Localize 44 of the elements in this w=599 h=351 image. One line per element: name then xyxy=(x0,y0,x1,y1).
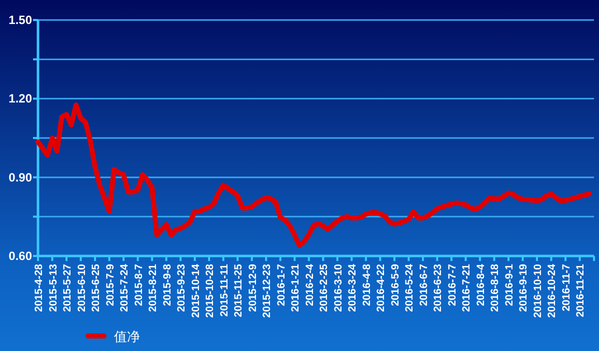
x-tick-label: 2016-6-7 xyxy=(418,264,430,306)
x-tick-label: 2016-11-21 xyxy=(574,264,587,318)
x-tick-label: 2016-8-18 xyxy=(489,264,502,312)
x-tick-label: 2015-10-14 xyxy=(190,264,202,318)
x-tick-label: 2015-8-7 xyxy=(132,264,145,306)
x-tick-label: 2016-1-21 xyxy=(290,264,302,312)
x-tick-label: 2016-5-9 xyxy=(389,264,402,306)
legend-label: 值净 xyxy=(114,330,140,345)
x-tick-label: 2016-4-8 xyxy=(360,264,373,306)
x-tick-label: 2016-7-7 xyxy=(446,264,458,306)
x-tick-label: 2015-7-9 xyxy=(104,264,116,306)
y-tick-label: 1.50 xyxy=(8,13,32,27)
x-tick-label: 2015-11-11 xyxy=(218,264,230,317)
x-tick-label: 2016-8-4 xyxy=(474,264,487,306)
x-tick-label: 2016-9-19 xyxy=(518,264,530,312)
x-tick-label: 2016-6-23 xyxy=(432,264,444,312)
x-tick-label: 2016-11-7 xyxy=(560,264,572,312)
x-tick-label: 2016-4-22 xyxy=(375,264,388,312)
x-tick-label: 2015-12-23 xyxy=(261,264,274,318)
x-tick-label: 2015-12-9 xyxy=(246,264,259,312)
x-tick-label: 2016-9-1 xyxy=(503,264,516,306)
x-tick-label: 2016-2-4 xyxy=(304,264,316,306)
x-tick-label: 2015-6-10 xyxy=(76,264,88,312)
x-tick-label: 2015-5-13 xyxy=(47,264,60,312)
y-tick-label: 0.90 xyxy=(8,170,32,184)
x-tick-label: 2016-2-25 xyxy=(318,264,330,312)
y-tick-label: 1.20 xyxy=(8,92,32,106)
x-tick-label: 2016-3-10 xyxy=(332,264,344,312)
x-tick-label: 2015-7-24 xyxy=(118,264,131,312)
x-tick-label: 2016-1-7 xyxy=(275,264,288,306)
x-tick-label: 2016-10-24 xyxy=(546,264,558,318)
x-tick-label: 2015-5-27 xyxy=(62,264,74,312)
y-tick-label: 0.60 xyxy=(8,249,32,263)
x-tick-label: 2015-10-28 xyxy=(204,264,216,318)
x-tick-label: 2015-9-23 xyxy=(176,264,188,312)
x-tick-label: 2015-4-28 xyxy=(33,264,45,312)
x-tick-label: 2016-5-24 xyxy=(404,264,416,312)
x-tick-label: 2016-3-24 xyxy=(346,264,359,312)
x-tick-label: 2015-11-25 xyxy=(232,264,245,318)
x-tick-label: 2015-9-8 xyxy=(161,264,174,306)
x-tick-label: 2015-6-25 xyxy=(90,264,102,312)
x-tick-label: 2016-7-21 xyxy=(460,264,473,312)
x-tick-label: 2016-10-10 xyxy=(532,264,544,318)
x-tick-label: 2015-8-21 xyxy=(147,264,160,312)
